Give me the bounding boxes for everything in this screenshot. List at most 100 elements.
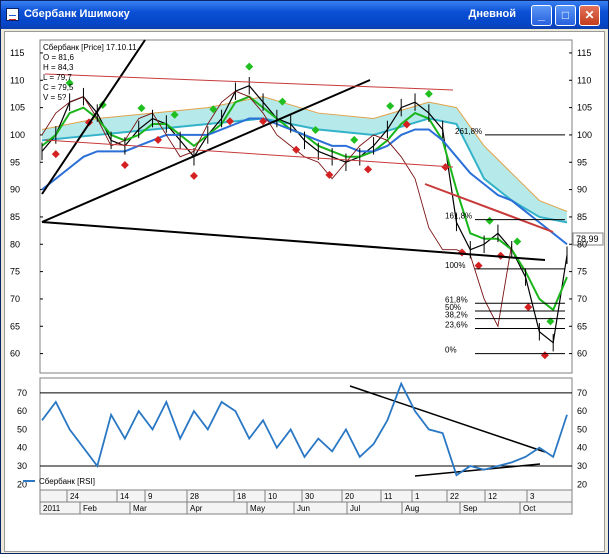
trendline-red-top[interactable] bbox=[44, 73, 454, 91]
chart-canvas[interactable]: 261,8% 161,8% 100% 61,8%50%38,2%23,6% 0% Сбе… bbox=[5, 32, 606, 553]
price-axis-label-right: 90 bbox=[577, 185, 587, 195]
date-day-label: 18 bbox=[237, 492, 246, 501]
sell-signal-marker bbox=[364, 165, 373, 174]
date-month-label: Jun bbox=[297, 504, 310, 513]
price-axis-label-left: 115 bbox=[10, 48, 24, 58]
date-month-label: Oct bbox=[523, 504, 536, 513]
buy-signal-marker bbox=[386, 101, 395, 110]
price-axis-label-right: 95 bbox=[577, 157, 587, 167]
fib-level-label: 23,6% bbox=[445, 320, 468, 329]
sell-signal-marker bbox=[441, 163, 450, 172]
buy-signal-marker bbox=[485, 216, 494, 225]
maximize-icon: □ bbox=[561, 8, 570, 22]
timeframe-label[interactable]: Дневной bbox=[468, 8, 517, 20]
close-icon: ✕ bbox=[584, 8, 595, 22]
price-axis-label-left: 65 bbox=[10, 321, 20, 331]
minimize-icon: _ bbox=[538, 8, 545, 22]
date-day-label: 1 bbox=[415, 492, 420, 501]
price-series bbox=[41, 76, 568, 352]
buy-signal-marker bbox=[209, 105, 218, 114]
trendline-early-support[interactable] bbox=[41, 39, 146, 195]
rsi-line bbox=[41, 381, 568, 477]
buy-signal-marker bbox=[424, 89, 433, 98]
rsi-axis-label-left: 30 bbox=[17, 461, 27, 471]
fib-level-label: 0% bbox=[445, 346, 457, 355]
sell-signal-marker bbox=[225, 117, 234, 126]
rsi-panel-frame bbox=[39, 377, 573, 491]
price-axis-label-left: 110 bbox=[10, 75, 24, 85]
buy-signal-marker bbox=[513, 237, 522, 246]
rsi-axis-label-left: 50 bbox=[17, 424, 27, 434]
date-month-label: Sep bbox=[463, 504, 478, 513]
date-day-label: 20 bbox=[345, 492, 354, 501]
price-axis-label-left: 70 bbox=[10, 294, 20, 304]
price-panel-frame bbox=[39, 39, 573, 374]
info-line-open: O = 81,6 bbox=[43, 53, 74, 62]
date-day-label: 28 bbox=[190, 492, 199, 501]
rsi-axis-label-left: 60 bbox=[17, 406, 27, 416]
buy-signal-marker bbox=[278, 97, 287, 106]
window-title: Сбербанк Ишимоку bbox=[24, 8, 130, 20]
date-month-label: Mar bbox=[133, 504, 147, 513]
price-axis-label-right: 65 bbox=[577, 321, 587, 331]
info-line-volume: V = 5? bbox=[43, 93, 67, 102]
trendline-red-bottom[interactable] bbox=[44, 139, 454, 168]
date-day-label: 12 bbox=[488, 492, 497, 501]
price-axis-label-left: 60 bbox=[10, 349, 20, 359]
rsi-axis-label-left: 20 bbox=[17, 479, 27, 489]
rsi-axis-label-left: 40 bbox=[17, 443, 27, 453]
buy-signal-marker bbox=[137, 104, 146, 113]
price-axis-label-left: 80 bbox=[10, 239, 20, 249]
price-axis-label-right: 70 bbox=[577, 294, 587, 304]
price-grid bbox=[40, 52, 572, 355]
title-bar[interactable]: Сбербанк Ишимоку Дневной _ □ ✕ bbox=[1, 1, 608, 29]
info-line-title: Сбербанк [Price] 17.10.11 bbox=[43, 43, 137, 52]
info-line-low: L = 79,7 bbox=[43, 73, 72, 82]
buy-signal-marker bbox=[350, 135, 359, 144]
date-month-label: 2011 bbox=[43, 504, 61, 513]
price-axis-label-right: 80 bbox=[577, 239, 587, 249]
sell-signal-marker bbox=[259, 117, 268, 126]
lagging-line bbox=[41, 90, 513, 328]
price-axis-label-right: 100 bbox=[577, 130, 592, 140]
price-axis-label-left: 85 bbox=[10, 212, 20, 222]
date-day-label: 22 bbox=[450, 492, 459, 501]
minimize-button[interactable]: _ bbox=[531, 5, 552, 26]
rsi-legend-label: Сбербанк [RSI] bbox=[39, 477, 95, 486]
price-axis-label-left: 90 bbox=[10, 185, 20, 195]
price-axis-label-left: 95 bbox=[10, 157, 20, 167]
price-axis-label-left: 75 bbox=[10, 267, 20, 277]
trendline-long-support[interactable] bbox=[41, 221, 546, 261]
price-axis-label-right: 105 bbox=[577, 103, 592, 113]
sell-signal-marker bbox=[51, 150, 60, 159]
sell-signal-marker bbox=[325, 170, 334, 179]
date-month-label: Aug bbox=[405, 504, 419, 513]
sell-signal-marker bbox=[154, 135, 163, 144]
buy-signal-marker bbox=[546, 317, 555, 326]
date-month-label: May bbox=[250, 504, 265, 513]
price-axis-label-left: 100 bbox=[10, 130, 25, 140]
info-line-close: C = 79,5 bbox=[43, 83, 74, 92]
sell-signal-marker bbox=[402, 120, 411, 129]
rsi-axis-label-right: 60 bbox=[577, 406, 587, 416]
rsi-trendline-top[interactable] bbox=[349, 385, 546, 453]
date-day-label: 11 bbox=[384, 492, 393, 501]
price-axis-label-left: 105 bbox=[10, 103, 25, 113]
date-day-label: 24 bbox=[70, 492, 79, 501]
rsi-series bbox=[41, 381, 568, 477]
maximize-button[interactable]: □ bbox=[555, 5, 576, 26]
trendlines[interactable] bbox=[41, 39, 554, 477]
rsi-axis-labels: 20 20 30 30 40 40 50 50 60 60 70 70 bbox=[17, 388, 587, 490]
last-price-value: 78,99 bbox=[576, 234, 599, 244]
date-day-label: 30 bbox=[305, 492, 314, 501]
close-button[interactable]: ✕ bbox=[579, 5, 600, 26]
fib-level-label: 261,8% bbox=[455, 127, 482, 136]
buy-signal-marker bbox=[65, 79, 74, 87]
info-line-high: H = 84,3 bbox=[43, 63, 74, 72]
date-day-label: 14 bbox=[120, 492, 129, 501]
fib-level-label: 100% bbox=[445, 261, 465, 270]
fibonacci-levels[interactable]: 261,8% 161,8% 100% 61,8%50%38,2%23,6% 0% bbox=[445, 127, 565, 355]
trendline-red-downtrend[interactable] bbox=[424, 183, 554, 233]
